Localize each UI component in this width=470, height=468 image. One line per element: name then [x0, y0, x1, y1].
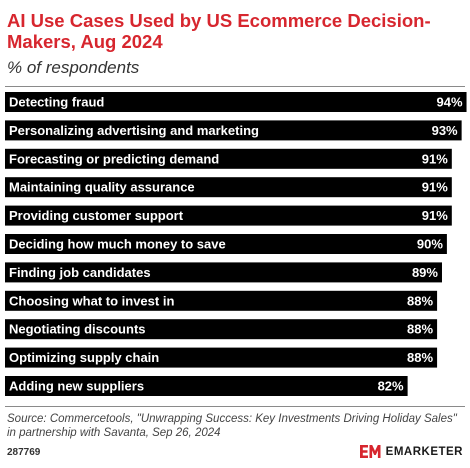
chart-title: AI Use Cases Used by US Ecommerce Decisi…: [7, 10, 431, 52]
category-label: Personalizing advertising and marketing: [9, 123, 259, 138]
emarketer-logo-icon: [359, 445, 381, 458]
bar-7: [5, 262, 442, 283]
category-label: Detecting fraud: [9, 95, 104, 110]
emarketer-logo: EMARKETER: [359, 444, 463, 459]
value-label: 88%: [407, 350, 433, 365]
value-label: 93%: [432, 123, 458, 138]
bar-2: [5, 120, 462, 141]
bar-10: [5, 347, 438, 368]
bar-1: [5, 92, 467, 112]
value-label: 88%: [407, 322, 433, 337]
category-label: Adding new suppliers: [9, 379, 144, 394]
value-label: 90%: [417, 237, 443, 252]
bar-8: [5, 290, 438, 311]
value-label: 91%: [422, 208, 448, 223]
bar-chart: Detecting fraud 94% Personalizing advertis…: [5, 92, 467, 396]
bar-6: [5, 234, 447, 254]
category-label: Negotiating discounts: [9, 322, 146, 337]
bar-9: [5, 319, 438, 340]
bar-5: [5, 205, 452, 226]
value-label: 94%: [437, 95, 463, 110]
value-label: 82%: [378, 379, 404, 394]
value-label: 91%: [422, 151, 448, 166]
value-label: 89%: [412, 265, 438, 280]
category-label: Choosing what to invest in: [9, 293, 174, 308]
bar-11: [5, 376, 408, 396]
category-label: Deciding how much money to save: [9, 237, 226, 252]
chart-id: 287769: [7, 447, 41, 458]
bottom-divider: [5, 406, 465, 407]
category-label: Maintaining quality assurance: [9, 180, 195, 195]
value-label: 91%: [422, 180, 448, 195]
bar-4: [5, 177, 452, 198]
value-label: 88%: [407, 293, 433, 308]
chart-subtitle: % of respondents: [7, 58, 140, 77]
category-label: Finding job candidates: [9, 265, 151, 280]
category-label: Forecasting or predicting demand: [9, 151, 219, 166]
category-label: Providing customer support: [9, 208, 184, 223]
brand-name: EMARKETER: [385, 445, 463, 458]
top-divider: [5, 86, 465, 87]
bar-3: [5, 148, 452, 169]
category-label: Optimizing supply chain: [9, 350, 159, 365]
source-note: Source: Commercetools, "Unwrapping Succe…: [7, 413, 457, 439]
